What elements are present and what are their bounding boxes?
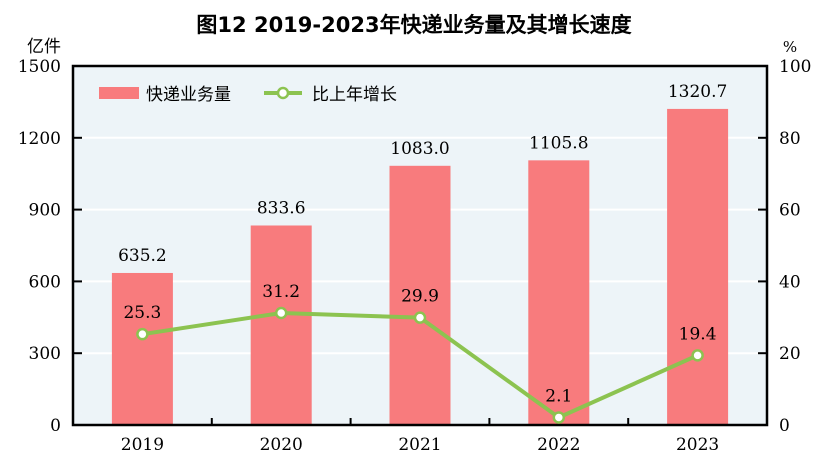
line-data-label: 29.9 [401,287,439,307]
right-tick-label: 80 [779,129,801,149]
legend-bar-label: 快递业务量 [146,85,231,105]
right-tick-label: 60 [779,201,801,221]
bar [250,225,312,425]
bar [667,108,729,425]
bar-data-label: 833.6 [257,198,306,218]
legend-line-marker [276,86,290,100]
bar-data-label: 1320.7 [668,82,727,102]
right-axis-unit: % [783,38,797,56]
x-tick-label: 2022 [537,435,580,455]
line-data-label: 31.2 [262,282,300,302]
x-tick-label: 2020 [260,435,303,455]
right-tick-label: 0 [779,416,790,436]
bar-data-label: 1105.8 [529,133,588,153]
line-point [552,411,566,424]
line-point [136,327,149,341]
bar-data-label: 1083.0 [390,139,449,159]
line-data-label: 19.4 [679,324,717,344]
chart-title: 图12 2019-2023年快递业务量及其增长速度 [196,13,631,37]
legend-line-label: 比上年增长 [312,85,397,105]
left-tick-label: 300 [29,344,61,364]
line-data-label: 25.3 [123,303,161,323]
left-tick-label: 1200 [18,129,61,149]
x-tick-label: 2021 [398,435,441,455]
line-point [413,311,427,324]
bar [111,272,173,425]
legend: 快递业务量 比上年增长 [99,85,397,105]
line-point [691,349,704,362]
right-tick-label: 100 [779,57,811,77]
plot-frame [71,64,769,427]
left-tick-label: 900 [29,201,61,221]
x-tick-label: 2019 [121,435,164,455]
bar [389,165,451,425]
left-tick-label: 0 [50,416,61,436]
bar [528,160,590,425]
right-tick-label: 20 [779,344,801,364]
left-axis-unit: 亿件 [27,37,61,57]
bar-data-label: 635.2 [118,246,167,266]
right-tick-label: 40 [779,272,801,292]
legend-bar-swatch [99,87,139,99]
left-tick-label: 600 [29,272,61,292]
line-data-label: 2.1 [545,386,572,406]
line-point [274,306,288,320]
x-tick-label: 2023 [676,435,719,455]
left-tick-label: 1500 [18,57,61,77]
